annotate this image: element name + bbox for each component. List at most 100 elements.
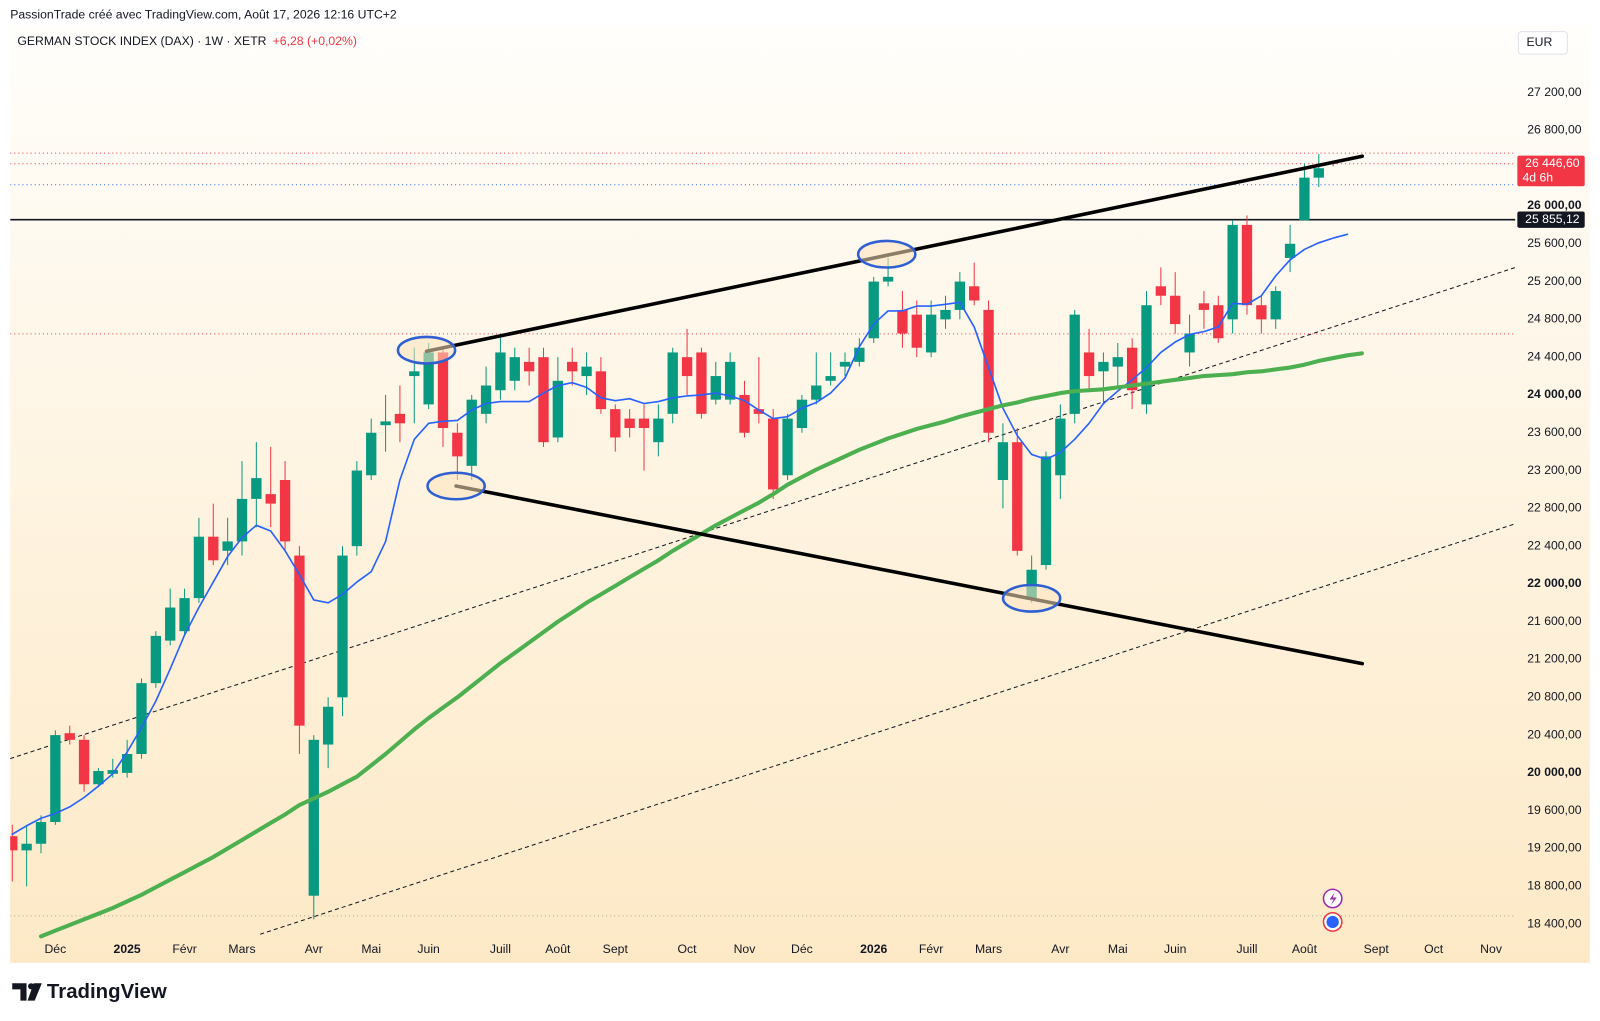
candle-body	[1155, 286, 1167, 296]
y-tick-label: 19 600,00	[1527, 803, 1582, 817]
candle-body	[380, 421, 391, 426]
candle-body	[351, 470, 363, 547]
currency[interactable]: EUR	[1527, 35, 1553, 49]
candle-body	[423, 352, 434, 405]
candle-body	[251, 478, 262, 499]
candle-body	[768, 418, 779, 490]
candle-body	[78, 739, 90, 785]
highlight-ellipse[interactable]	[396, 335, 457, 365]
x-tick-label: Avr	[1051, 942, 1069, 956]
candle-body	[1241, 224, 1253, 306]
attribution: PassionTrade créé avec TradingView.com, …	[10, 8, 397, 22]
event-icon-glyph	[1329, 892, 1337, 906]
logo-mark	[27, 983, 42, 1001]
candle-body	[366, 432, 377, 476]
x-tick-label: Août	[545, 942, 571, 956]
x-tick-label: Août	[1292, 942, 1318, 956]
candle-body	[35, 822, 47, 844]
candle-body	[1012, 442, 1023, 551]
candle-body	[495, 352, 506, 391]
x-tick-label: Févr	[172, 942, 196, 956]
candle-body	[1184, 333, 1195, 353]
candle-body	[1256, 305, 1267, 320]
price-label-note: 4d 6h	[1522, 170, 1553, 184]
candle-body	[811, 385, 822, 400]
chart-title: GERMAN STOCK INDEX (DAX) · 1W · XETR	[17, 34, 266, 48]
candle-body	[839, 361, 851, 367]
candle-body	[437, 352, 449, 429]
candle-body	[667, 352, 678, 414]
y-tick-label: 24 800,00	[1527, 312, 1582, 326]
trendline[interactable]	[454, 484, 1365, 666]
candle-body	[681, 357, 693, 377]
channel-line	[260, 523, 1516, 935]
x-tick-label: Mai	[1108, 942, 1128, 956]
candle-body	[337, 555, 348, 698]
x-tick-label: Mars	[975, 942, 1002, 956]
candle-body	[911, 314, 922, 348]
y-tick-label: 20 400,00	[1527, 727, 1582, 741]
candle-body	[452, 432, 463, 457]
y-tick-label: 25 600,00	[1527, 236, 1582, 250]
highlight-ellipse[interactable]	[856, 239, 917, 269]
candle-body	[1098, 361, 1109, 372]
candle-body	[121, 753, 133, 773]
candle-body	[136, 683, 147, 754]
candle-body	[179, 598, 190, 632]
candle-body	[279, 479, 291, 542]
candle-body	[222, 541, 233, 551]
candle-body	[236, 498, 248, 542]
candle-body	[1126, 347, 1138, 391]
candle-body	[1299, 177, 1310, 221]
x-tick-label: Nov	[1480, 942, 1503, 956]
candle-body	[969, 286, 980, 301]
logo-mark	[12, 983, 27, 1001]
candle-body	[624, 418, 635, 429]
candle-body	[538, 357, 549, 443]
candle-body	[509, 357, 520, 381]
y-tick-label: 23 200,00	[1527, 463, 1582, 477]
candle-body	[1227, 224, 1238, 320]
currency-box[interactable]	[1517, 31, 1568, 55]
candle-body	[581, 366, 592, 377]
candle-body	[897, 309, 908, 334]
candle-body	[409, 371, 420, 377]
candle-body	[739, 394, 750, 433]
candle-body	[50, 735, 61, 823]
highlight-ellipse[interactable]	[1001, 583, 1062, 613]
drawings	[396, 154, 1365, 932]
y-tick-label: 22 400,00	[1527, 538, 1582, 552]
x-tick-label: Juill	[1236, 942, 1257, 956]
highlight-ellipse[interactable]	[426, 471, 486, 501]
logo-text[interactable]: TradingView	[47, 981, 167, 1003]
footer: TradingView	[12, 981, 167, 1003]
x-tick-label: 2026	[860, 942, 887, 956]
candle-body	[567, 361, 578, 372]
y-tick-label: 24 400,00	[1527, 349, 1582, 363]
y-tick-label: 25 200,00	[1527, 274, 1582, 288]
candle-body	[552, 380, 564, 438]
y-tick-label: 18 800,00	[1527, 879, 1582, 893]
candle-body	[610, 409, 621, 438]
candle-body	[638, 418, 650, 429]
chart-pane	[10, 25, 1590, 963]
candle-body	[696, 352, 707, 414]
candle-body	[1112, 357, 1123, 367]
price-change: +6,28 (+0,02%)	[273, 34, 357, 48]
candle-body	[796, 399, 808, 429]
x-tick-label: Juin	[1164, 942, 1187, 956]
y-tick-label: 23 600,00	[1527, 425, 1582, 439]
x-tick-label: Sept	[1364, 942, 1390, 956]
y-tick-label: 22 000,00	[1527, 576, 1582, 590]
x-tick-label: Déc	[44, 942, 66, 956]
candle-body	[322, 706, 334, 745]
price-label-box	[1517, 155, 1585, 187]
x-tick-label: Oct	[1424, 942, 1444, 956]
candle-body	[825, 376, 836, 381]
candle-body	[653, 418, 664, 443]
candle-body	[1040, 456, 1052, 566]
candle-body	[925, 314, 937, 353]
candle-body	[753, 409, 765, 414]
candle-body	[595, 371, 607, 410]
